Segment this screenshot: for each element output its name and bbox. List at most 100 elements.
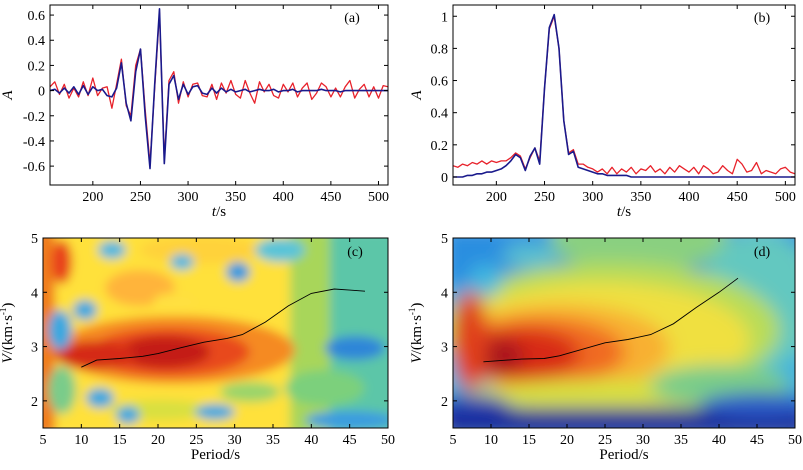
- y-tick-label: 0.2: [431, 139, 449, 154]
- x-tick-label: 400: [679, 190, 700, 205]
- x-tick-label: 35: [674, 433, 688, 448]
- dispersion-curve: [483, 277, 739, 363]
- x-tick-label: 10: [484, 433, 498, 448]
- x-tick-label: 400: [273, 190, 294, 205]
- x-tick-label: 50: [788, 433, 802, 448]
- x-tick-label: 250: [534, 190, 555, 205]
- x-tick-label: 15: [113, 433, 127, 448]
- x-tick-label: 450: [320, 190, 341, 205]
- x-tick-label: 30: [636, 433, 650, 448]
- x-axis-label-unit: /s: [621, 204, 631, 220]
- panel-b: 200 250 300 350 400 450 500 0 0.2 0.4 0.6 0.8 1 (b) t/…: [409, 4, 796, 220]
- axes-frame: [42, 237, 389, 429]
- x-tick-label: 40: [712, 433, 726, 448]
- y-tick-label: 0.4: [28, 34, 46, 49]
- x-tick-label: 15: [522, 433, 536, 448]
- y-tick-label: 5: [441, 232, 448, 247]
- x-tick-label: 50: [381, 433, 395, 448]
- y-tick-label: 4: [441, 286, 448, 301]
- x-axis-label-var: t: [617, 204, 622, 220]
- y-tick-label: 0: [38, 85, 45, 100]
- y-tick-label: -0.4: [23, 135, 45, 150]
- y-axis-label-var: V: [409, 352, 425, 363]
- y-axis-label-var: A: [409, 90, 425, 101]
- x-tick-label: 20: [151, 433, 165, 448]
- y-tick-label: 0.4: [431, 107, 449, 122]
- y-tick-label: -0.6: [23, 160, 45, 175]
- axes-frame: [452, 4, 796, 186]
- y-tick-label: 4: [31, 286, 38, 301]
- series-group: [50, 8, 388, 170]
- x-tick-label: 200: [82, 190, 103, 205]
- x-tick-label: 30: [228, 433, 242, 448]
- panel-d: 5 10 15 20 25 30 35 40 45 502345(d)Period/sV/(km·…: [407, 232, 802, 463]
- x-tick-label: 40: [304, 433, 318, 448]
- y-axis-label-var: V: [0, 352, 16, 363]
- panel-a: 200 250 300 350 400 450 500 -0.6 -0.4 -0.2 0 0.2 0.4…: [0, 4, 389, 220]
- y-tick-label: 0.8: [431, 42, 449, 57]
- x-axis-label: t/s: [212, 204, 226, 220]
- x-axis-label-var: t: [212, 204, 217, 220]
- x-tick-label: 300: [582, 190, 603, 205]
- x-tick-label: 500: [368, 190, 389, 205]
- x-axis-label-unit: /s: [216, 204, 226, 220]
- x-tick-label: 20: [560, 433, 574, 448]
- x-tick-label: 250: [130, 190, 151, 205]
- series-line-1: [453, 15, 795, 175]
- x-tick-label: 45: [343, 433, 357, 448]
- axes-frame: [49, 4, 389, 186]
- y-tick-label: -0.2: [23, 110, 45, 125]
- y-axis-label-unit: /(km·s: [409, 315, 425, 354]
- panel-label: (d): [754, 245, 771, 260]
- panel-c: 5 10 15 20 25 30 35 40 45 502345(c)Period/sV/(km·…: [0, 232, 395, 463]
- x-tick-label: 500: [775, 190, 796, 205]
- heatmap-c: [43, 238, 388, 428]
- series-group: [453, 13, 795, 178]
- y-tick-label: 2: [441, 395, 448, 410]
- x-tick-label: 200: [486, 190, 507, 205]
- x-tick-label: 300: [178, 190, 199, 205]
- y-tick-label: 0: [441, 171, 448, 186]
- series-line-2: [50, 8, 388, 170]
- x-axis-label: Period/s: [599, 447, 648, 463]
- x-axis-label: t/s: [617, 204, 631, 220]
- panel-label: (a): [344, 11, 360, 26]
- x-tick-label: 350: [630, 190, 651, 205]
- y-axis-label-close: ): [0, 303, 16, 308]
- x-tick-label: 5: [40, 433, 47, 448]
- x-tick-label: 10: [74, 433, 88, 448]
- x-tick-label: 25: [598, 433, 612, 448]
- x-axis-label: Period/s: [191, 447, 240, 463]
- y-axis-label: V/(km·s-1): [0, 303, 16, 364]
- y-tick-label: 0.6: [431, 75, 449, 90]
- x-tick-label: 25: [189, 433, 203, 448]
- y-axis-label-sup: -1: [407, 308, 417, 316]
- axes-frame: [452, 237, 796, 429]
- y-tick-label: 0.2: [28, 59, 46, 74]
- x-tick-label: 350: [225, 190, 246, 205]
- y-axis-label-var: A: [0, 90, 16, 101]
- y-tick-label: 1: [441, 10, 448, 25]
- x-tick-label: 35: [266, 433, 280, 448]
- y-axis-label: A: [409, 90, 425, 101]
- x-tick-label: 450: [727, 190, 748, 205]
- panel-label: (c): [347, 245, 363, 260]
- y-tick-label: 2: [31, 395, 38, 410]
- x-tick-label: 5: [450, 433, 457, 448]
- y-tick-label: 5: [31, 232, 38, 247]
- series-line-2: [453, 13, 795, 178]
- y-axis-label-sup: -1: [0, 308, 8, 316]
- y-axis-label-close: ): [409, 303, 425, 308]
- y-tick-label: 0.6: [28, 9, 46, 24]
- series-line-1: [50, 11, 388, 165]
- y-tick-label: 3: [441, 341, 448, 356]
- dispersion-curve: [81, 288, 366, 368]
- heatmap-d: [453, 238, 795, 428]
- y-axis-label-unit: /(km·s: [0, 315, 16, 354]
- x-tick-label: 45: [750, 433, 764, 448]
- y-axis-label: A: [0, 90, 16, 101]
- y-tick-label: 3: [31, 341, 38, 356]
- panel-label: (b): [754, 11, 771, 26]
- y-axis-label: V/(km·s-1): [407, 303, 425, 364]
